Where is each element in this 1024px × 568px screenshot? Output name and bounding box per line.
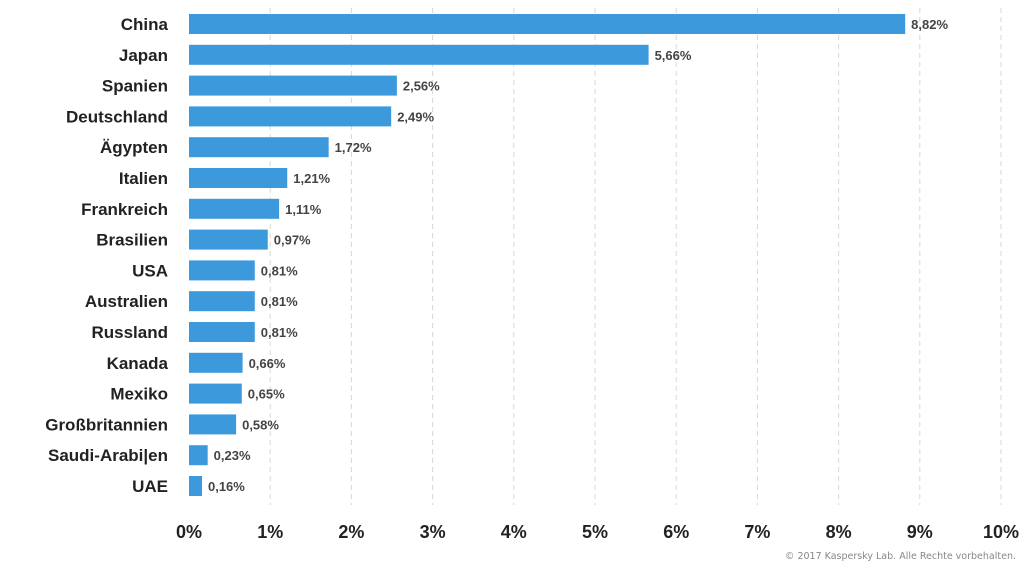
value-label: 0,97% xyxy=(274,233,311,248)
value-label: 0,81% xyxy=(261,325,298,340)
category-label: Ägypten xyxy=(100,138,168,157)
category-label: Italien xyxy=(119,169,168,188)
bar xyxy=(189,414,237,435)
x-tick-label: 9% xyxy=(907,522,933,542)
value-label: 1,21% xyxy=(293,171,330,186)
category-labels: China Japan Spanien Deutschland Ägypten Itali… xyxy=(45,15,168,496)
value-label: 1,11% xyxy=(285,202,322,217)
bar xyxy=(189,322,255,342)
bar xyxy=(189,106,392,127)
category-label: Kanada xyxy=(107,354,169,373)
value-label: 0,65% xyxy=(248,387,285,402)
x-tick-label: 5% xyxy=(582,522,608,542)
bar xyxy=(189,75,397,96)
category-label: Japan xyxy=(119,46,168,65)
copyright-credit: © 2017 Kaspersky Lab. Alle Rechte vorbeh… xyxy=(785,551,1016,562)
value-label: 0,81% xyxy=(261,294,298,309)
bar xyxy=(189,229,268,250)
value-label: 0,66% xyxy=(249,356,286,371)
value-label: 2,56% xyxy=(403,79,440,94)
category-label: Frankreich xyxy=(81,200,168,219)
bar xyxy=(189,260,255,281)
value-label: 0,23% xyxy=(214,448,251,463)
category-label: Mexiko xyxy=(110,385,168,404)
bar xyxy=(189,198,280,219)
value-label: 0,16% xyxy=(208,479,245,494)
bar xyxy=(189,44,649,65)
x-tick-label: 7% xyxy=(744,522,770,542)
x-tick-label: 8% xyxy=(826,522,852,542)
grid-lines xyxy=(269,8,1002,505)
value-label: 1,72% xyxy=(335,140,372,155)
value-labels: 8,82% 5,66% 2,56% 2,49% 1,72% 1,21% 1,11% 0,97%… xyxy=(208,17,948,494)
category-label: USA xyxy=(132,261,168,280)
value-label: 0,58% xyxy=(242,417,279,432)
value-label: 8,82% xyxy=(911,17,948,32)
x-tick-label: 2% xyxy=(338,522,364,542)
x-tick-label: 1% xyxy=(257,522,283,542)
bar xyxy=(189,445,208,466)
x-tick-label: 3% xyxy=(420,522,446,542)
category-label: Australien xyxy=(85,292,168,311)
bar xyxy=(189,476,202,496)
value-label: 2,49% xyxy=(397,109,434,124)
bar xyxy=(189,352,243,373)
category-label: Russland xyxy=(91,323,168,342)
category-label: Deutschland xyxy=(66,107,168,126)
x-tick-label: 4% xyxy=(501,522,527,542)
category-label: China xyxy=(121,15,169,34)
category-label: Saudi-Arabi|en xyxy=(48,446,168,465)
bars xyxy=(189,14,906,496)
category-label: UAE xyxy=(132,477,168,496)
bar xyxy=(189,383,242,404)
x-tick-label: 6% xyxy=(663,522,689,542)
bar xyxy=(189,168,288,188)
x-tick-label: 0% xyxy=(176,522,202,542)
bar xyxy=(189,14,906,34)
category-label: Großbritannien xyxy=(45,415,168,434)
category-label: Spanien xyxy=(102,77,168,96)
category-label: Brasilien xyxy=(96,231,168,250)
x-tick-label: 10% xyxy=(983,522,1019,542)
bar xyxy=(189,137,329,158)
x-axis-ticks: 0% 1% 2% 3% 4% 5% 6% 7% 8% 9% 10% xyxy=(176,522,1019,542)
value-label: 5,66% xyxy=(655,48,692,63)
bar xyxy=(189,291,255,312)
value-label: 0,81% xyxy=(261,263,298,278)
